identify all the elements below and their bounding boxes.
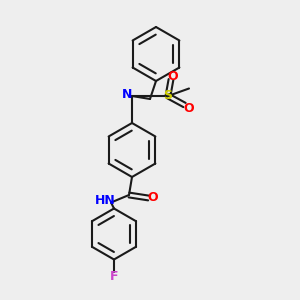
Text: F: F: [110, 269, 118, 283]
Text: S: S: [164, 89, 172, 103]
Text: O: O: [167, 70, 178, 83]
Text: O: O: [148, 190, 158, 204]
Text: O: O: [184, 101, 194, 115]
Text: N: N: [122, 88, 133, 101]
Text: HN: HN: [94, 194, 116, 208]
